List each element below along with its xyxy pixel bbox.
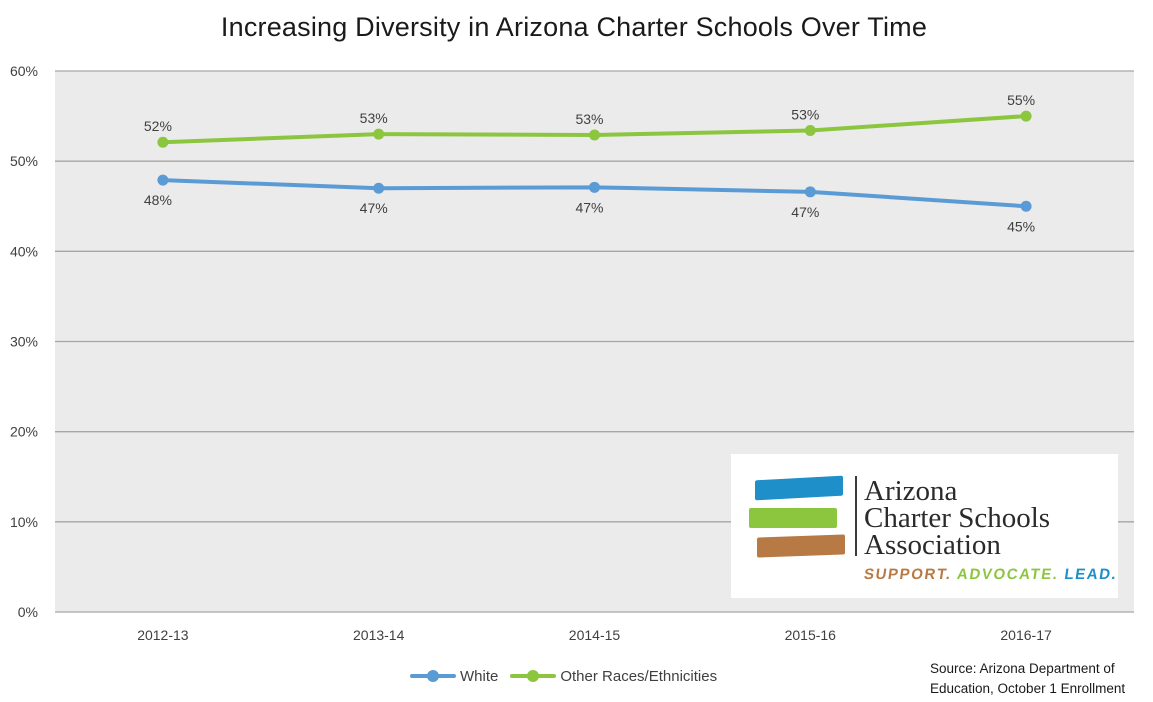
data-label: 47% [791,204,819,220]
logo-tagline: SUPPORT. ADVOCATE. LEAD. [863,566,1119,583]
data-label: 45% [1007,218,1035,234]
logo-tagline-support: SUPPORT. [862,566,954,583]
logo-tagline-lead: LEAD. [1063,566,1119,583]
y-tick-label: 60% [10,63,38,79]
logo-bar-green [749,508,837,528]
x-tick-label: 2015-16 [785,627,837,643]
y-tick-label: 20% [10,424,38,440]
chart-legend: White Other Races/Ethnicities [410,666,729,686]
x-tick-label: 2012-13 [137,627,189,643]
data-point [157,136,169,148]
legend-label-other-races: Other Races/Ethnicities [560,667,718,685]
data-point [373,182,385,194]
data-label: 53% [791,107,819,123]
logo-bar-blue [755,475,843,501]
legend-swatch-other-races [510,669,557,683]
y-tick-label: 50% [10,153,38,169]
source-note-line-2: Education, October 1 Enrollment [930,681,1126,696]
data-label: 53% [360,110,388,126]
data-label: 47% [575,199,603,215]
x-tick-label: 2016-17 [1000,627,1052,643]
logo-divider [855,476,857,556]
data-label: 47% [360,200,388,216]
acsa-logo: Arizona Charter Schools Association SUPP… [731,454,1119,598]
legend-item-white: White [410,668,498,685]
data-label: 48% [144,192,172,208]
data-point [373,128,385,140]
data-point [589,129,600,141]
data-point [589,181,600,193]
logo-word-association: Association [864,529,1001,561]
logo-bar-brown [757,534,845,558]
y-tick-label: 0% [18,604,38,620]
data-label: 53% [575,111,603,127]
x-tick-label: 2013-14 [353,627,405,643]
legend-swatch-white [410,669,456,683]
source-note-line-1: Source: Arizona Department of [930,661,1115,676]
data-point [1020,200,1032,212]
y-tick-label: 40% [10,243,38,259]
y-tick-label: 10% [10,514,38,530]
logo-tagline-advocate: ADVOCATE. [955,566,1060,583]
source-note: Source: Arizona Department of Education,… [930,659,1150,699]
legend-label-white: White [460,667,499,685]
y-tick-label: 30% [10,334,38,350]
chart-title: Increasing Diversity in Arizona Charter … [220,12,928,42]
data-point [1020,110,1032,122]
data-label: 55% [1007,92,1035,108]
data-label: 52% [144,118,172,134]
data-point [804,125,816,137]
data-point [157,174,169,186]
legend-item-other-races: Other Races/Ethnicities [510,668,717,685]
logo-word-arizona: Arizona [864,475,958,507]
logo-word-charter-schools: Charter Schools [864,502,1051,534]
data-point [804,186,816,198]
x-tick-label: 2014-15 [569,627,621,643]
